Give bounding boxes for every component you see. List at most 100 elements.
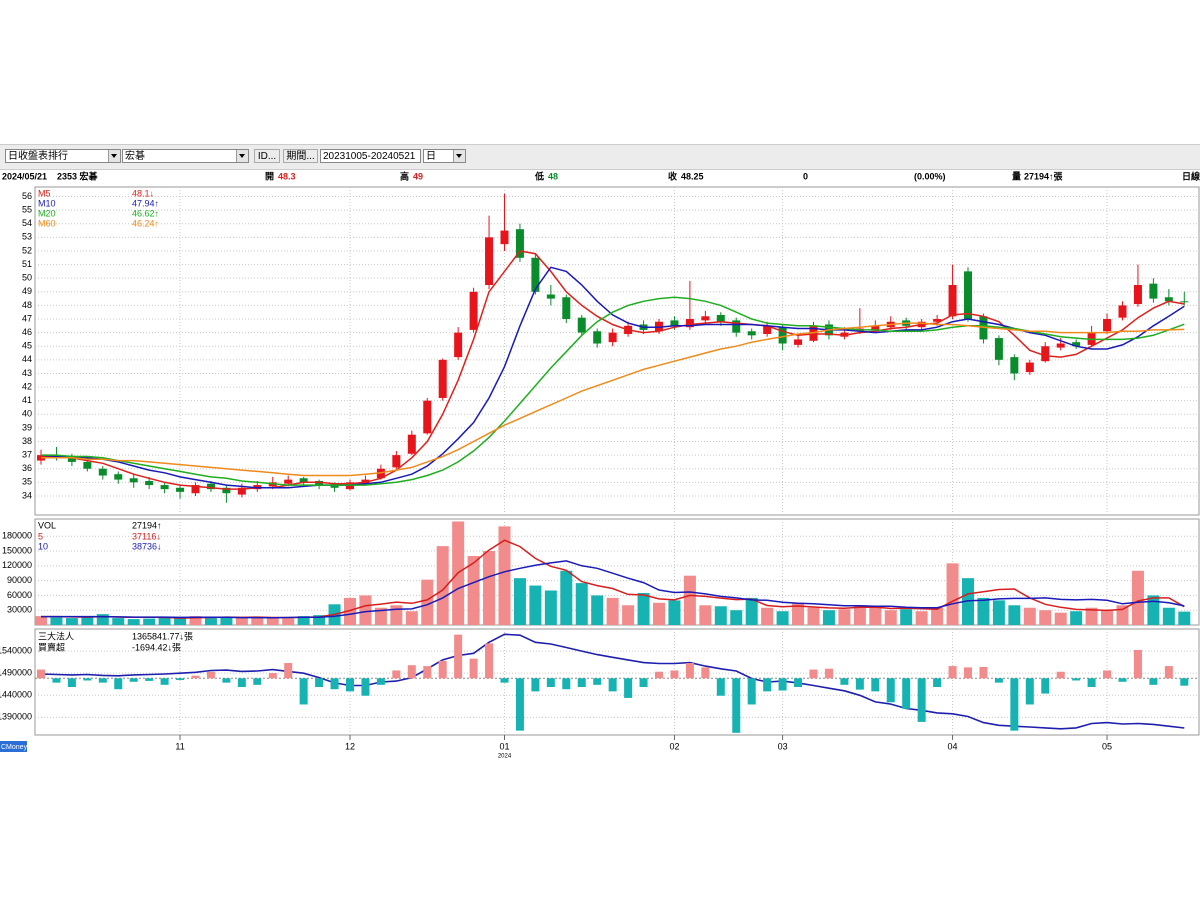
y-tick-label: 37 xyxy=(22,449,32,459)
net-buy-bar xyxy=(268,673,277,679)
volume-bar xyxy=(946,563,959,625)
net-buy-bar xyxy=(1087,678,1096,688)
net-buy-bar xyxy=(1149,678,1158,685)
candle-body xyxy=(964,271,972,320)
net-buy-bar xyxy=(763,678,772,692)
volume-bar xyxy=(436,546,449,625)
candle-body xyxy=(994,338,1003,360)
legend-value: 46.62↑ xyxy=(132,208,159,218)
x-sublabel: 2024 xyxy=(498,754,512,760)
volume-bar xyxy=(745,597,758,625)
legend-value: 48.1↓ xyxy=(132,188,154,198)
candle-body xyxy=(423,400,432,434)
volume-bar xyxy=(204,618,217,625)
net-buy-bar xyxy=(778,678,787,691)
net-buy-bar xyxy=(732,678,741,733)
net-buy-bar xyxy=(98,678,107,683)
ma-line xyxy=(41,322,1185,477)
panel-frame xyxy=(34,186,1200,516)
net-buy-bar xyxy=(129,678,138,682)
y-tick-label: 1490000 xyxy=(0,668,32,678)
ranking-select[interactable]: 日收盤表排行 xyxy=(5,149,121,163)
candle-body xyxy=(871,325,880,330)
net-buy-bar xyxy=(948,666,957,679)
volume-bar xyxy=(915,611,928,625)
legend-name: M60 xyxy=(38,218,56,228)
candle-body xyxy=(284,479,293,484)
candle-body xyxy=(515,229,524,258)
volume-bar xyxy=(1008,605,1021,625)
stock-select[interactable]: 宏碁 xyxy=(122,149,249,163)
net-buy-bar xyxy=(315,678,324,688)
candle-body xyxy=(747,331,756,336)
volume-bar xyxy=(1162,607,1175,625)
y-tick-label: 56 xyxy=(22,191,32,201)
candle-body xyxy=(716,314,725,322)
net-buy-bar xyxy=(145,678,154,681)
y-tick-label: 120000 xyxy=(2,560,32,570)
volume-bar xyxy=(807,607,820,625)
y-tick-label: 36 xyxy=(22,463,32,473)
net-buy-bar xyxy=(716,678,725,696)
id-button[interactable]: ID... xyxy=(254,149,280,163)
volume-bar xyxy=(174,617,187,625)
dropdown-arrow[interactable] xyxy=(236,150,248,162)
volume-bar xyxy=(838,609,851,625)
volume-bar xyxy=(1116,605,1129,625)
y-tick-label: 1390000 xyxy=(0,712,32,722)
candle-body xyxy=(114,474,123,480)
volume-bar xyxy=(544,590,557,625)
net-buy-bar xyxy=(485,643,494,679)
toolbar: 日收盤表排行 宏碁 ID... 期間... 20231005-20240521 … xyxy=(0,144,1200,170)
volume-bar xyxy=(606,597,619,625)
net-buy-bar xyxy=(685,663,694,679)
y-tick-label: 55 xyxy=(22,205,32,215)
candle-body xyxy=(438,359,447,398)
candle-body xyxy=(794,339,803,345)
candle-body xyxy=(1056,343,1065,348)
volume-bar xyxy=(405,611,418,625)
volume-bar xyxy=(699,605,712,625)
frequency-select[interactable]: 日 xyxy=(423,149,466,163)
y-tick-label: 1540000 xyxy=(0,645,32,655)
x-tick-label: 02 xyxy=(669,741,679,751)
period-input[interactable]: 20231005-20240521 xyxy=(320,149,421,163)
y-tick-label: 54 xyxy=(22,218,32,228)
y-tick-label: 90000 xyxy=(7,575,32,585)
legend-name: 10 xyxy=(38,541,48,551)
candle-body xyxy=(485,237,494,285)
volume-bar xyxy=(483,551,496,625)
volume-bar xyxy=(374,607,387,625)
volume-bar xyxy=(513,578,526,625)
volume-bar xyxy=(65,618,78,625)
candle-body xyxy=(577,317,586,333)
volume-bar xyxy=(143,618,156,625)
volume-bar xyxy=(220,616,233,625)
dropdown-arrow[interactable] xyxy=(108,150,120,162)
legend-value: 1365841.77↓張 xyxy=(132,631,193,641)
brand-box xyxy=(0,741,27,752)
candle-body xyxy=(407,434,416,454)
volume-bar xyxy=(498,526,511,625)
volume-ma-line xyxy=(41,560,1185,619)
volume-bar xyxy=(931,607,944,625)
volume-bar xyxy=(884,610,897,625)
candle-body xyxy=(206,483,215,490)
period-button[interactable]: 期間... xyxy=(283,149,318,163)
net-buy-bar xyxy=(392,670,401,679)
y-tick-label: 34 xyxy=(22,490,32,500)
net-buy-bar xyxy=(376,678,385,685)
net-buy-bar xyxy=(933,678,942,688)
open: 48.3 xyxy=(278,171,296,181)
net-buy-bar xyxy=(1133,649,1142,679)
net-buy-bar xyxy=(438,660,447,679)
net-buy-bar xyxy=(871,678,880,692)
ranking-select-text: 日收盤表排行 xyxy=(8,151,68,162)
x-tick-label: 12 xyxy=(345,741,355,751)
candle-body xyxy=(1133,284,1142,305)
net-buy-bar xyxy=(37,669,45,679)
chart-period: 日線 xyxy=(1182,170,1200,181)
volume-bar xyxy=(792,602,805,625)
dropdown-arrow[interactable] xyxy=(453,150,465,162)
volume: 27194↑張 xyxy=(1024,170,1064,181)
